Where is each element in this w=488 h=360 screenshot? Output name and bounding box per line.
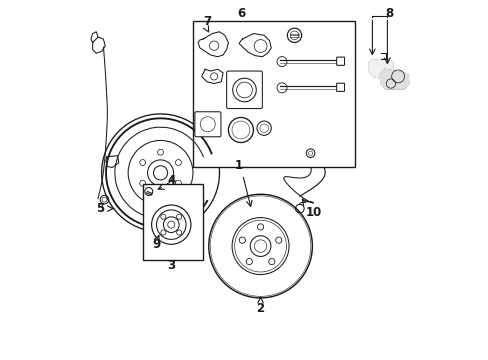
Text: 1: 1 bbox=[235, 159, 243, 172]
FancyBboxPatch shape bbox=[336, 83, 344, 91]
FancyBboxPatch shape bbox=[226, 71, 262, 109]
Circle shape bbox=[305, 149, 314, 157]
Text: 6: 6 bbox=[236, 8, 244, 21]
Bar bbox=[192, 21, 354, 167]
Text: 5: 5 bbox=[96, 202, 104, 215]
Polygon shape bbox=[368, 59, 392, 78]
Text: 2: 2 bbox=[256, 302, 264, 315]
Text: 8: 8 bbox=[384, 8, 392, 21]
Polygon shape bbox=[380, 69, 408, 89]
Text: 3: 3 bbox=[167, 259, 175, 272]
FancyBboxPatch shape bbox=[336, 57, 344, 65]
Text: 9: 9 bbox=[153, 238, 161, 251]
Bar bbox=[142, 184, 203, 260]
Text: 7: 7 bbox=[203, 14, 211, 27]
FancyBboxPatch shape bbox=[194, 112, 221, 137]
Text: 4: 4 bbox=[167, 174, 175, 186]
Text: 10: 10 bbox=[305, 206, 322, 219]
